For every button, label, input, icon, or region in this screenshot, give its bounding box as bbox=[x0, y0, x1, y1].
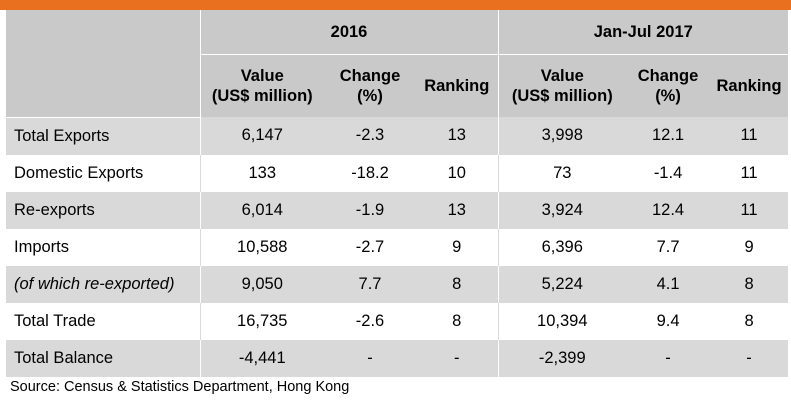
table-cell: 6,014 bbox=[199, 191, 324, 229]
header-corner-cell bbox=[6, 10, 200, 118]
table-cell: -1.4 bbox=[626, 154, 711, 192]
table-cell: -4,441 bbox=[199, 339, 324, 377]
table-cell: 9.4 bbox=[626, 302, 711, 340]
table-cell: 10,588 bbox=[199, 228, 324, 266]
table-cell: - bbox=[324, 339, 416, 377]
table-cell: - bbox=[416, 339, 499, 377]
table-cell: 13 bbox=[416, 191, 499, 229]
table-cell: 73 bbox=[497, 154, 627, 192]
group-header-2016: 2016 bbox=[199, 10, 499, 55]
table-cell: -2,399 bbox=[497, 339, 627, 377]
table-cell: -1.9 bbox=[324, 191, 416, 229]
source-note: Source: Census & Statistics Department, … bbox=[10, 379, 350, 395]
table-cell: 4.1 bbox=[626, 265, 711, 303]
table-cell: 12.1 bbox=[626, 117, 711, 155]
table-cell: 8 bbox=[710, 302, 789, 340]
group-header-2017: Jan-Jul 2017 bbox=[497, 10, 789, 55]
table-cell: 11 bbox=[710, 154, 789, 192]
table-cell: 5,224 bbox=[497, 265, 627, 303]
row-label: Total Exports bbox=[6, 117, 200, 155]
table-cell: 11 bbox=[710, 191, 789, 229]
table-cell: 7.7 bbox=[626, 228, 711, 266]
table-row: Domestic Exports 133 -18.2 10 73 -1.4 11 bbox=[6, 154, 789, 192]
trade-table: 2016 Jan-Jul 2017 Value (US$ million) Cha… bbox=[6, 10, 789, 377]
table-cell: -18.2 bbox=[324, 154, 416, 192]
top-accent-bar bbox=[0, 0, 791, 10]
row-label: Domestic Exports bbox=[6, 154, 200, 192]
table-cell: -2.7 bbox=[324, 228, 416, 266]
table-cell: 8 bbox=[416, 265, 499, 303]
table-cell: 11 bbox=[710, 117, 789, 155]
table-cell: 10 bbox=[416, 154, 499, 192]
table-cell: 8 bbox=[416, 302, 499, 340]
col-header-change-2017: Change (%) bbox=[626, 54, 711, 117]
table-cell: 9 bbox=[710, 228, 789, 266]
row-label: Total Balance bbox=[6, 339, 200, 377]
table-cell: 16,735 bbox=[199, 302, 324, 340]
table-cell: - bbox=[626, 339, 711, 377]
row-label: Re-exports bbox=[6, 191, 200, 229]
table-cell: 12.4 bbox=[626, 191, 711, 229]
table-cell: -2.6 bbox=[324, 302, 416, 340]
table-cell: 6,396 bbox=[497, 228, 627, 266]
table-row: Re-exports 6,014 -1.9 13 3,924 12.4 11 bbox=[6, 191, 789, 229]
table-cell: 3,924 bbox=[497, 191, 627, 229]
row-label: Imports bbox=[6, 228, 200, 266]
table-cell: 8 bbox=[710, 265, 789, 303]
table-cell: 7.7 bbox=[324, 265, 416, 303]
col-header-ranking-2016: Ranking bbox=[416, 54, 499, 117]
table-cell: 10,394 bbox=[497, 302, 627, 340]
table-cell: 9,050 bbox=[199, 265, 324, 303]
table-cell: -2.3 bbox=[324, 117, 416, 155]
table-cell: 13 bbox=[416, 117, 499, 155]
table-cell: 133 bbox=[199, 154, 324, 192]
row-label: Total Trade bbox=[6, 302, 200, 340]
table-cell: 3,998 bbox=[497, 117, 627, 155]
col-header-value-2016: Value (US$ million) bbox=[199, 54, 324, 117]
table-cell: - bbox=[710, 339, 789, 377]
group-header-row: 2016 Jan-Jul 2017 bbox=[6, 10, 789, 118]
table-cell: 6,147 bbox=[199, 117, 324, 155]
table-row: Total Trade 16,735 -2.6 8 10,394 9.4 8 bbox=[6, 302, 789, 340]
table-row: Total Balance -4,441 - - -2,399 - - bbox=[6, 339, 789, 377]
col-header-change-2016: Change (%) bbox=[324, 54, 416, 117]
row-label: (of which re-exported) bbox=[6, 265, 200, 303]
table-row: Total Exports 6,147 -2.3 13 3,998 12.1 1… bbox=[6, 117, 789, 155]
col-header-value-2017: Value (US$ million) bbox=[497, 54, 627, 117]
table-cell: 9 bbox=[416, 228, 499, 266]
table-row: (of which re-exported) 9,050 7.7 8 5,224… bbox=[6, 265, 789, 303]
col-header-ranking-2017: Ranking bbox=[710, 54, 789, 117]
table-row: Imports 10,588 -2.7 9 6,396 7.7 9 bbox=[6, 228, 789, 266]
column-header-row: Value (US$ million) Change (%) Ranking Val… bbox=[6, 54, 789, 117]
